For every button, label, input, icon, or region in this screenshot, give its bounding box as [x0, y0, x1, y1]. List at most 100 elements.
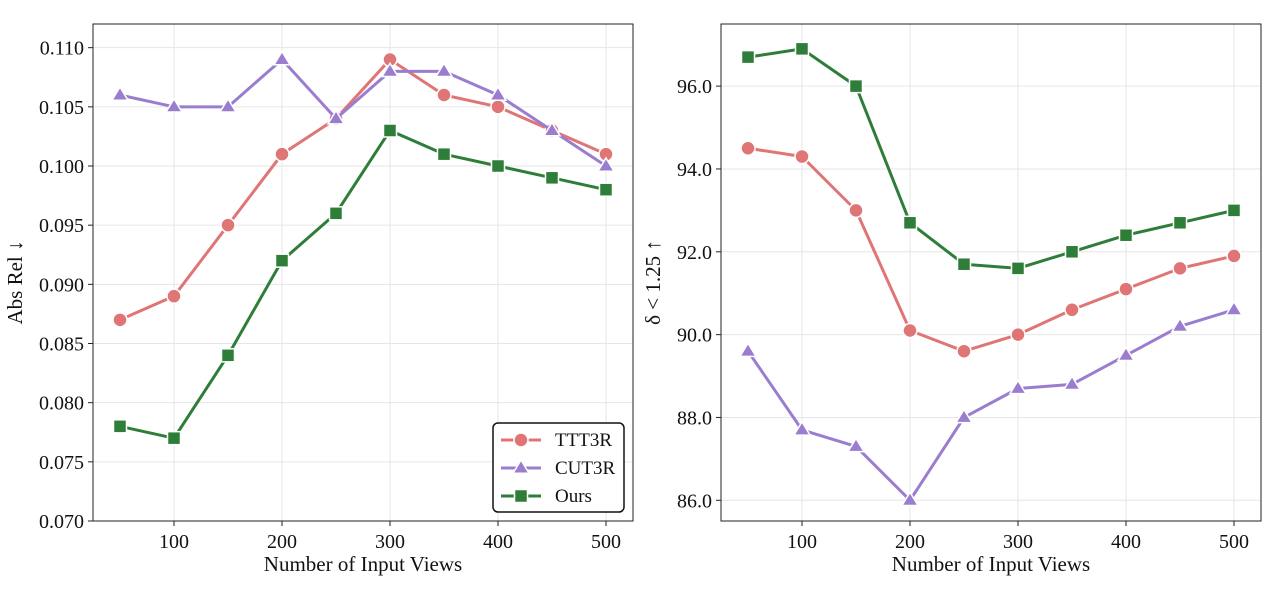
- data-point-ttt3r: [220, 217, 236, 233]
- series-line-ttt3r: [746, 146, 1236, 353]
- data-point-cut3r: [272, 50, 292, 66]
- data-point-ttt3r: [1226, 248, 1242, 264]
- y-tick-label: 0.090: [39, 274, 84, 296]
- data-point-cut3r: [1224, 300, 1244, 316]
- data-point-ttt3r: [1010, 326, 1026, 343]
- y-tick-label: 0.105: [39, 97, 84, 119]
- data-point-cut3r: [488, 85, 508, 101]
- y-tick-label: 0.100: [39, 156, 84, 178]
- data-point-cut3r: [218, 97, 238, 113]
- series-line-ttt3r: [118, 58, 608, 322]
- data-point-ours: [1010, 261, 1026, 276]
- data-point-cut3r: [1116, 345, 1136, 362]
- data-point-ours: [902, 215, 918, 231]
- y-tick-label: 90.0: [677, 325, 712, 347]
- data-point-ours: [1118, 227, 1134, 243]
- data-point-cut3r: [380, 61, 400, 78]
- data-point-ttt3r: [1118, 281, 1134, 297]
- x-axis-label: Number of Input Views: [892, 552, 1090, 576]
- y-tick-label: 94.0: [677, 159, 712, 181]
- series-line-ours: [746, 47, 1236, 270]
- data-point-cut3r: [738, 341, 758, 358]
- data-point-ours: [598, 182, 614, 197]
- x-tick-label: 100: [159, 531, 189, 553]
- series-line-ours: [118, 129, 608, 440]
- data-point-cut3r: [164, 97, 184, 113]
- data-point-ours: [490, 158, 506, 174]
- x-tick-label: 300: [1003, 531, 1033, 553]
- data-point-ours: [1064, 244, 1080, 260]
- data-point-ours: [436, 146, 452, 162]
- data-point-ours: [220, 348, 236, 363]
- data-point-ttt3r: [166, 288, 182, 304]
- x-tick-label: 500: [591, 531, 621, 553]
- x-tick-label: 200: [267, 531, 297, 553]
- data-point-ours: [382, 123, 398, 138]
- y-tick-label: 0.075: [39, 452, 84, 474]
- legend-label-ours: Ours: [555, 486, 592, 507]
- y-tick-label: 86.0: [677, 490, 712, 512]
- data-point-ours: [794, 41, 810, 57]
- x-tick-label: 300: [375, 531, 405, 553]
- data-point-cut3r: [954, 408, 974, 424]
- data-point-ttt3r: [794, 148, 810, 165]
- y-axis-label: δ < 1.25 ↑: [641, 240, 665, 325]
- y-tick-label: 0.110: [40, 38, 84, 60]
- data-point-ours: [848, 78, 864, 94]
- x-axis-label: Number of Input Views: [264, 552, 462, 576]
- data-point-ttt3r: [902, 322, 918, 339]
- data-point-ours: [328, 206, 344, 221]
- series-line-cut3r: [746, 308, 1236, 502]
- plot-frame: [720, 23, 1262, 522]
- legend-marker-cut3r: [511, 458, 531, 474]
- data-point-ttt3r: [1064, 302, 1080, 318]
- data-point-ttt3r: [112, 312, 128, 328]
- data-point-cut3r: [1170, 316, 1190, 333]
- data-point-ours: [112, 419, 128, 434]
- data-point-cut3r: [110, 85, 130, 101]
- data-point-ttt3r: [740, 140, 756, 156]
- y-tick-label: 0.080: [39, 393, 84, 415]
- data-point-ours: [740, 49, 756, 65]
- data-point-ours: [166, 430, 182, 446]
- data-point-cut3r: [434, 61, 454, 78]
- x-tick-label: 100: [787, 531, 817, 553]
- data-point-cut3r: [846, 437, 866, 453]
- delta-chart: 100 200 300 400 500 86.0 88.0 90.0 92.0 94.0 96.0 N…: [641, 23, 1262, 576]
- y-tick-label: 0.095: [39, 215, 84, 237]
- data-point-ttt3r: [490, 99, 506, 115]
- x-tick-label: 200: [895, 531, 925, 553]
- x-tick-label: 500: [1219, 531, 1249, 553]
- x-tick-label: 400: [1111, 531, 1141, 553]
- legend-label-ttt3r: TTT3R: [555, 430, 612, 451]
- legend: TTT3R CUT3R Ours: [492, 422, 625, 513]
- y-tick-label: 92.0: [677, 242, 712, 264]
- y-tick-label: 0.085: [39, 334, 84, 356]
- x-tick-label: 400: [483, 531, 513, 553]
- data-point-ours: [956, 256, 972, 272]
- data-point-ttt3r: [848, 202, 864, 219]
- legend-marker-ttt3r: [513, 432, 529, 448]
- data-point-cut3r: [596, 156, 616, 172]
- data-point-ttt3r: [436, 87, 452, 103]
- data-point-cut3r: [326, 109, 346, 125]
- data-point-ttt3r: [956, 343, 972, 359]
- data-point-ours: [1226, 203, 1242, 218]
- data-point-cut3r: [542, 121, 562, 137]
- y-axis-label: Abs Rel ↓: [3, 241, 27, 325]
- plot-frame: [92, 23, 634, 522]
- data-point-ours: [1172, 215, 1188, 231]
- data-point-ours: [274, 253, 290, 268]
- data-point-ttt3r: [274, 146, 290, 162]
- data-point-ttt3r: [1172, 260, 1188, 277]
- y-tick-label: 88.0: [677, 407, 712, 429]
- data-point-cut3r: [900, 490, 920, 507]
- data-point-cut3r: [1008, 379, 1028, 395]
- y-tick-label: 0.070: [39, 511, 84, 533]
- data-point-cut3r: [1062, 374, 1082, 391]
- y-tick-label: 96.0: [677, 76, 712, 98]
- data-point-ours: [544, 170, 560, 186]
- legend-label-cut3r: CUT3R: [555, 458, 616, 479]
